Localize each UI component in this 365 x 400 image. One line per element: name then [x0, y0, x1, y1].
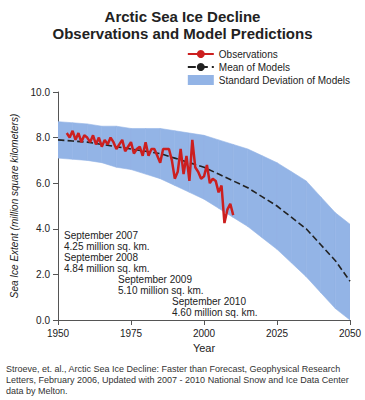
- svg-text:0.0: 0.0: [36, 315, 50, 326]
- svg-text:4.60 million sq. km.: 4.60 million sq. km.: [172, 307, 258, 318]
- svg-text:Letters, February 2006, Update: Letters, February 2006, Updated with 200…: [6, 375, 351, 385]
- svg-text:Arctic Sea Ice Decline: Arctic Sea Ice Decline: [105, 8, 261, 25]
- svg-text:September 2009: September 2009: [118, 274, 192, 285]
- svg-text:4.25 million sq. km.: 4.25 million sq. km.: [64, 241, 150, 252]
- svg-text:6.0: 6.0: [36, 178, 50, 189]
- svg-text:Mean of Models: Mean of Models: [219, 62, 290, 73]
- svg-text:2050: 2050: [339, 328, 362, 339]
- svg-text:Stroeve, et. al., Arctic Sea I: Stroeve, et. al., Arctic Sea Ice Decline…: [6, 364, 343, 374]
- svg-text:4.84 million sq. km.: 4.84 million sq. km.: [64, 263, 150, 274]
- svg-text:2.0: 2.0: [36, 269, 50, 280]
- svg-text:8.0: 8.0: [36, 132, 50, 143]
- svg-text:September 2007: September 2007: [64, 230, 138, 241]
- svg-text:data by Melton.: data by Melton.: [6, 386, 68, 396]
- svg-text:September 2008: September 2008: [64, 252, 138, 263]
- svg-text:September 2010: September 2010: [172, 296, 246, 307]
- svg-text:10.0: 10.0: [31, 87, 51, 98]
- svg-text:Observations: Observations: [219, 49, 278, 60]
- svg-text:1950: 1950: [47, 328, 70, 339]
- svg-text:2025: 2025: [266, 328, 289, 339]
- svg-text:1975: 1975: [120, 328, 143, 339]
- svg-text:4.0: 4.0: [36, 223, 50, 234]
- svg-text:5.10 million sq. km.: 5.10 million sq. km.: [118, 285, 204, 296]
- svg-text:Year: Year: [193, 342, 216, 354]
- svg-text:2000: 2000: [193, 328, 216, 339]
- svg-text:Standard Deviation of Models: Standard Deviation of Models: [219, 75, 350, 86]
- svg-text:Observations and Model Predict: Observations and Model Predictions: [52, 25, 312, 42]
- svg-text:Sea Ice Extent (million square: Sea Ice Extent (million square kilometer…: [9, 114, 20, 299]
